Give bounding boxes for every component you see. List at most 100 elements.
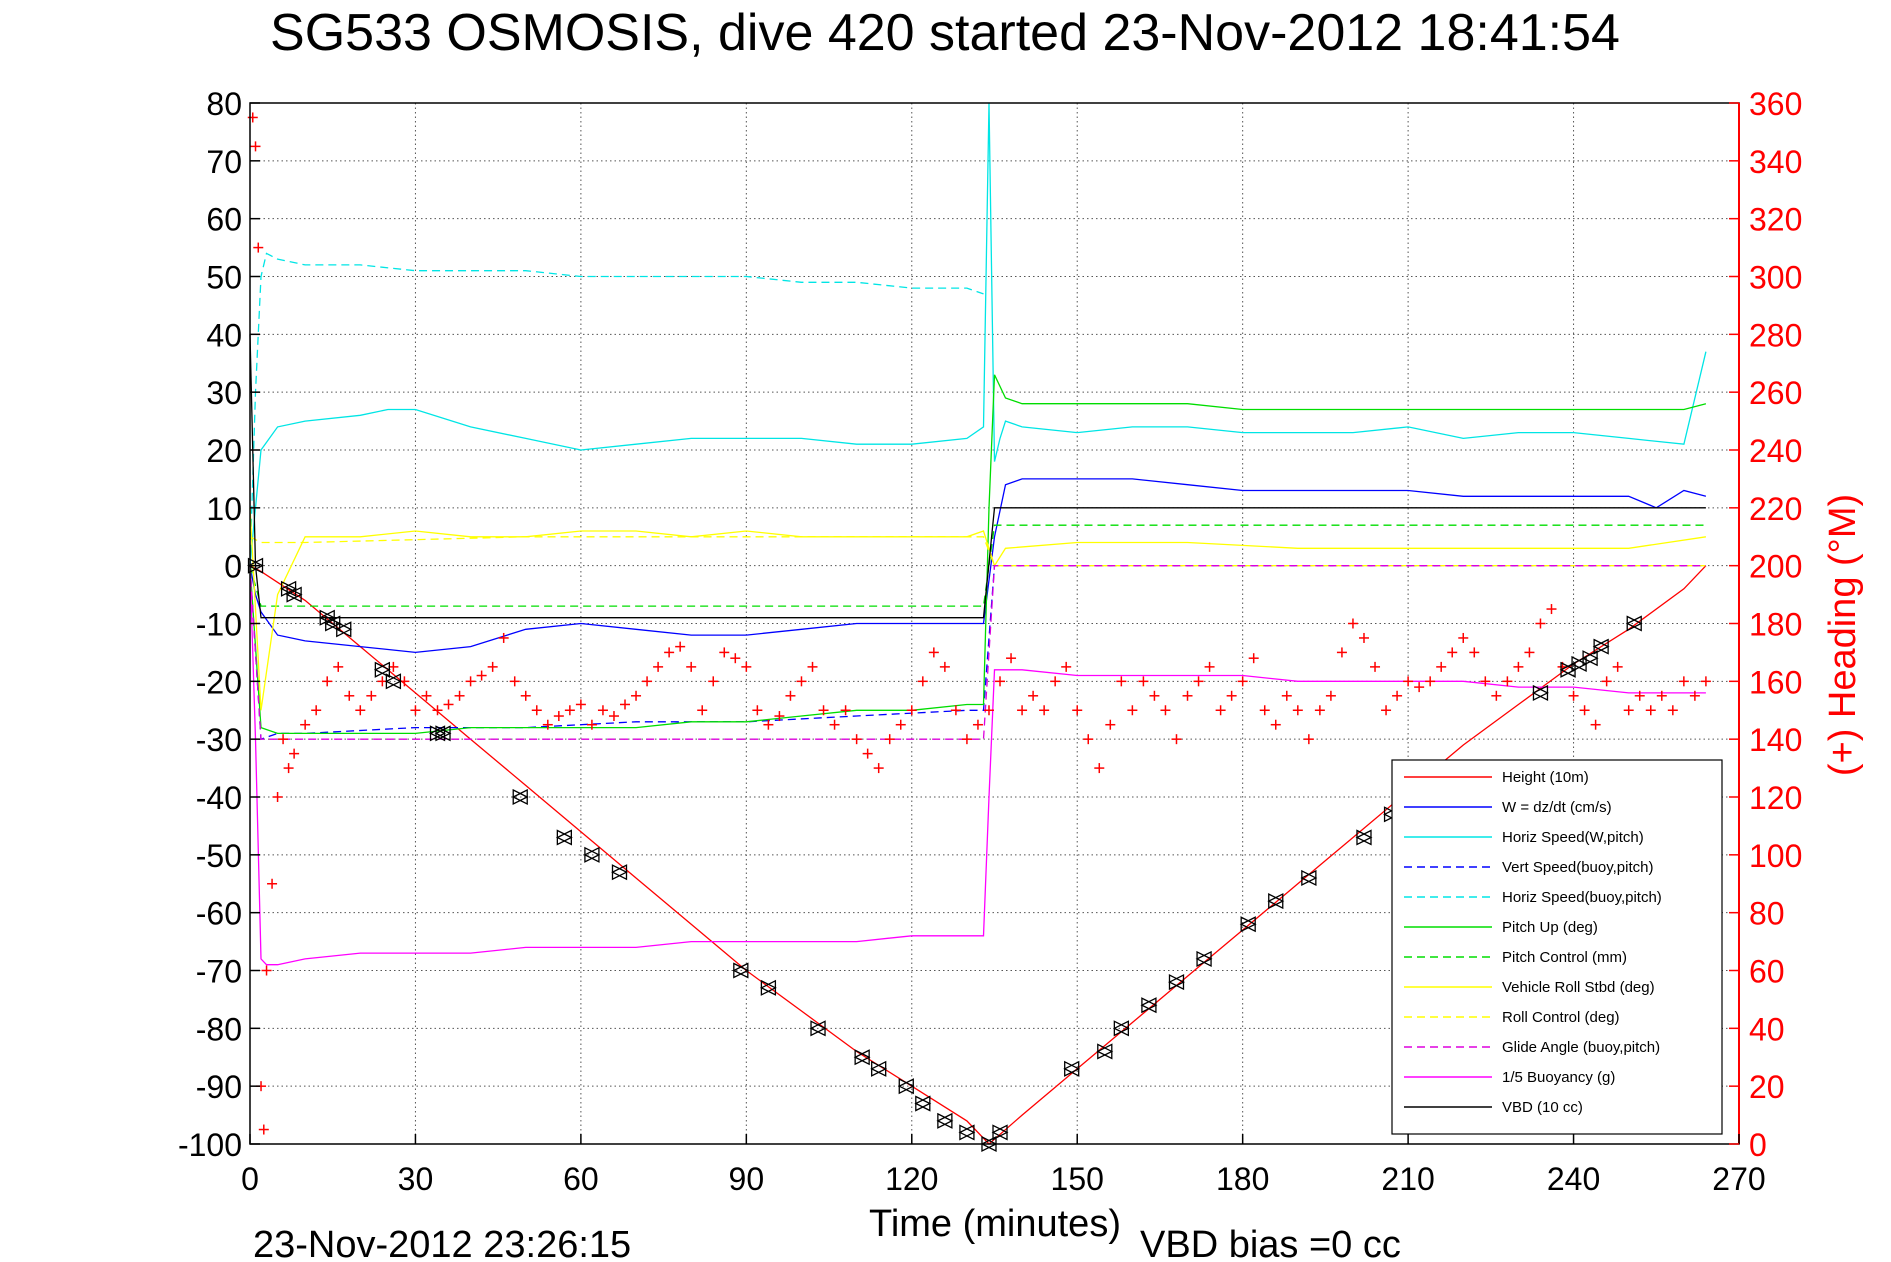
triangle-marker xyxy=(1581,650,1599,667)
heading-point xyxy=(697,705,708,716)
legend-entry: Height (10m) xyxy=(1502,769,1589,786)
heading-point xyxy=(564,705,575,716)
y-left-tick-label: -80 xyxy=(196,1011,242,1047)
y-right-tick-label: 340 xyxy=(1749,144,1802,180)
heading-point xyxy=(664,647,675,658)
y-left-tick-label: 80 xyxy=(206,86,242,122)
legend-entry: Vehicle Roll Stbd (deg) xyxy=(1502,979,1655,996)
heading-point xyxy=(1039,705,1050,716)
heading-point xyxy=(840,705,851,716)
heading-point xyxy=(355,705,366,716)
triangle-marker xyxy=(1112,1020,1130,1037)
heading-point xyxy=(1292,705,1303,716)
y-left-tick-label: -90 xyxy=(196,1069,242,1105)
heading-point xyxy=(763,719,774,730)
y-right-tick-label: 40 xyxy=(1749,1011,1785,1047)
heading-point xyxy=(520,690,531,701)
triangle-marker xyxy=(1355,829,1373,846)
heading-point xyxy=(1667,705,1678,716)
x-tick-label: 150 xyxy=(1051,1161,1104,1197)
heading-point xyxy=(1403,676,1414,687)
heading-point xyxy=(454,690,465,701)
x-tick-label: 30 xyxy=(398,1161,434,1197)
x-tick-label: 60 xyxy=(563,1161,599,1197)
heading-point xyxy=(542,719,553,730)
triangle-marker xyxy=(247,557,264,574)
legend-entry: Horiz Speed(buoy,pitch) xyxy=(1502,889,1662,906)
y-right-tick-label: 120 xyxy=(1749,780,1802,816)
heading-point xyxy=(939,661,950,672)
legend-entry: Roll Control (deg) xyxy=(1502,1009,1620,1026)
heading-point xyxy=(774,711,785,722)
heading-point xyxy=(465,676,476,687)
heading-point xyxy=(884,734,895,745)
heading-point xyxy=(1171,734,1182,745)
y-right-tick-label: 220 xyxy=(1749,491,1802,527)
heading-point xyxy=(333,661,344,672)
heading-point xyxy=(1689,690,1700,701)
heading-point xyxy=(1105,719,1116,730)
heading-point xyxy=(851,734,862,745)
plot-area xyxy=(247,102,1740,1153)
heading-point xyxy=(421,690,432,701)
legend-box xyxy=(1391,759,1723,1135)
triangle-marker xyxy=(373,661,391,678)
y-left-tick-label: 0 xyxy=(224,549,242,585)
heading-point xyxy=(597,705,608,716)
heading-point xyxy=(906,705,917,716)
triangle-marker xyxy=(870,1060,888,1077)
triangle-marker xyxy=(1140,997,1158,1014)
heading-point xyxy=(1072,705,1083,716)
triangle-marker xyxy=(1625,615,1643,632)
heading-point xyxy=(586,719,597,730)
y-right-axis-ticks: 3603403203002802602402202001801601401201… xyxy=(1729,86,1802,1163)
heading-point xyxy=(1436,661,1447,672)
series-line-vehicle-roll-stbd-deg xyxy=(249,507,1706,711)
heading-point xyxy=(509,676,520,687)
heading-point xyxy=(487,661,498,672)
series-layer xyxy=(249,102,1707,1145)
triangle-marker xyxy=(897,1078,915,1095)
series-line-vbd-10-cc xyxy=(249,334,1706,619)
x-tick-label: 240 xyxy=(1547,1161,1600,1197)
heading-point xyxy=(1447,647,1458,658)
legend-entry: Glide Angle (buoy,pitch) xyxy=(1502,1039,1660,1056)
heading-point xyxy=(807,661,818,672)
y-right-tick-label: 280 xyxy=(1749,317,1802,353)
heading-point xyxy=(261,965,272,976)
heading-point xyxy=(708,676,719,687)
heading-point xyxy=(1535,618,1546,629)
heading-layer xyxy=(247,112,1711,1135)
heading-point xyxy=(1127,705,1138,716)
heading-point xyxy=(1149,690,1160,701)
y-left-tick-label: 60 xyxy=(206,202,242,238)
heading-point xyxy=(1347,618,1358,629)
heading-point xyxy=(829,719,840,730)
triangle-marker xyxy=(1096,1043,1114,1060)
heading-point xyxy=(289,748,300,759)
heading-point xyxy=(752,705,763,716)
heading-point xyxy=(1314,705,1325,716)
legend-entry: Pitch Up (deg) xyxy=(1502,919,1598,936)
legend-entry: Horiz Speed(W,pitch) xyxy=(1502,829,1644,846)
heading-point xyxy=(620,699,631,710)
heading-point xyxy=(575,699,586,710)
y-left-tick-label: 30 xyxy=(206,375,242,411)
heading-point xyxy=(1590,719,1601,730)
chart-title: SG533 OSMOSIS, dive 420 started 23-Nov-2… xyxy=(270,4,1620,62)
heading-point xyxy=(653,661,664,672)
footer-vbd-bias: VBD bias =0 cc xyxy=(1140,1224,1401,1262)
y-left-tick-label: -10 xyxy=(196,607,242,643)
heading-point xyxy=(1270,719,1281,730)
triangle-marker xyxy=(583,846,601,863)
heading-point xyxy=(1381,705,1392,716)
heading-point xyxy=(283,763,294,774)
heading-point xyxy=(1425,676,1436,687)
heading-point xyxy=(366,690,377,701)
series-line-1-5-buoyancy-g xyxy=(249,565,1706,966)
heading-point xyxy=(388,661,399,672)
triangle-marker xyxy=(1592,638,1610,655)
heading-point xyxy=(1524,647,1535,658)
y-left-tick-label: 70 xyxy=(206,144,242,180)
legend-entry: W = dz/dt (cm/s) xyxy=(1502,799,1612,816)
